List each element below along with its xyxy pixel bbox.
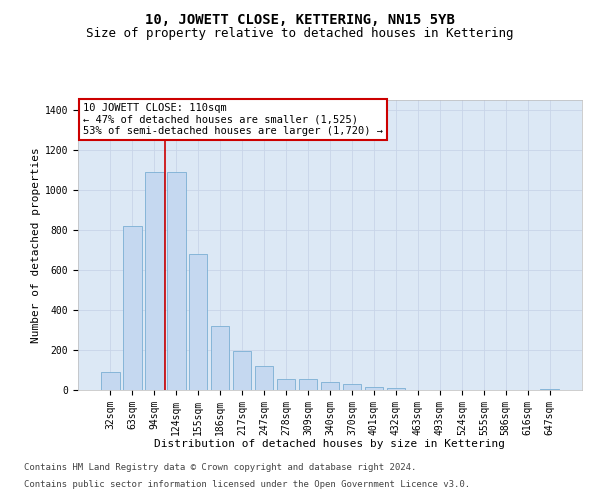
Bar bbox=[365, 387, 383, 390]
Bar bbox=[145, 172, 164, 390]
Bar bbox=[343, 384, 361, 390]
Bar bbox=[189, 254, 208, 390]
Bar bbox=[123, 226, 142, 390]
Bar bbox=[211, 326, 229, 390]
Text: Contains HM Land Registry data © Crown copyright and database right 2024.: Contains HM Land Registry data © Crown c… bbox=[24, 464, 416, 472]
Bar bbox=[233, 351, 251, 390]
Text: Size of property relative to detached houses in Kettering: Size of property relative to detached ho… bbox=[86, 28, 514, 40]
Text: 10, JOWETT CLOSE, KETTERING, NN15 5YB: 10, JOWETT CLOSE, KETTERING, NN15 5YB bbox=[145, 12, 455, 26]
Text: 10 JOWETT CLOSE: 110sqm
← 47% of detached houses are smaller (1,525)
53% of semi: 10 JOWETT CLOSE: 110sqm ← 47% of detache… bbox=[83, 103, 383, 136]
Bar bbox=[541, 389, 559, 390]
X-axis label: Distribution of detached houses by size in Kettering: Distribution of detached houses by size … bbox=[155, 439, 505, 449]
Y-axis label: Number of detached properties: Number of detached properties bbox=[31, 147, 41, 343]
Text: Contains public sector information licensed under the Open Government Licence v3: Contains public sector information licen… bbox=[24, 480, 470, 489]
Bar bbox=[277, 379, 295, 390]
Bar bbox=[320, 382, 340, 390]
Bar bbox=[101, 372, 119, 390]
Bar bbox=[167, 172, 185, 390]
Bar bbox=[386, 388, 405, 390]
Bar bbox=[255, 366, 274, 390]
Bar bbox=[299, 379, 317, 390]
